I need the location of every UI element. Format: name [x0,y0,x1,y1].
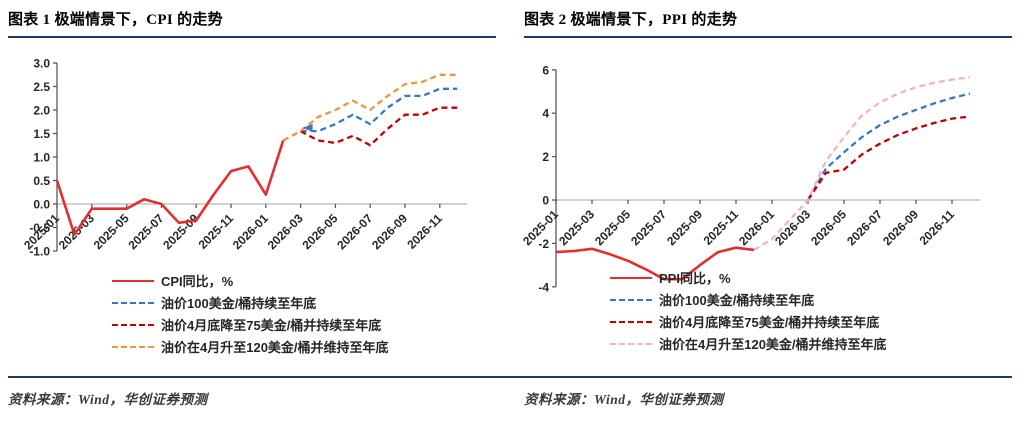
series-line-solid [555,246,755,281]
legend-label: CPI同比，% [161,274,234,289]
legend-line-sample [112,345,154,348]
legend-item: 油价在4月升至120美金/桶并维持至年底 [610,335,887,352]
x-tick-label: 2025-03 [556,207,597,248]
legend-item: 油价在4月升至120美金/桶并维持至年底 [112,338,389,355]
legend-line-sample [610,298,652,301]
y-tick-label: 0 [542,194,549,208]
legend-label: 油价100美金/桶持续至年底 [659,293,815,308]
legend-line-sample [610,320,652,323]
footer-rule [8,376,1012,378]
figure-2-source: 资料来源：Wind，华创证券预测 [524,392,724,407]
series-line-dashed [807,115,971,201]
series-lines [55,73,458,236]
series-line-dashed [300,106,458,147]
legend-line-sample [112,279,154,282]
x-tick-label: 2025-11 [196,211,237,252]
y-tick-label: -4 [538,280,549,294]
y-axis: 6 4 2 0 -2 -4 [538,63,557,294]
cpi-chart-legend: CPI同比，% 油价100美金/桶持续至年底油价4月底降至75美金/桶并持续至年底… [112,272,389,355]
legend-label: 油价100美金/桶持续至年底 [161,296,317,311]
y-tick-label: 3.0 [33,57,50,71]
x-tick-label: 2025-11 [701,207,742,248]
cursor-arrow-icon [302,123,313,132]
x-tick-label: 2026-09 [880,207,921,248]
figure-2-title-rule [524,36,1012,38]
legend-item: 油价100美金/桶持续至年底 [112,294,389,311]
figure-2-title: 图表 2 极端情景下，PPI 的走势 [524,12,738,28]
x-tick-label: 2026-11 [404,211,445,252]
y-tick-label: -2 [538,237,549,251]
y-tick-label: -1.0 [29,245,50,259]
y-tick-label: 2 [542,150,549,164]
legend-label: PPI同比，% [659,271,731,286]
x-tick-label: 2026-01 [736,207,777,248]
series-line-dashed [753,76,971,251]
legend-line-sample [610,342,652,345]
x-tick-label: 2026-05 [808,207,849,248]
x-tick-label: 2025-05 [592,207,633,248]
legend-label: 油价在4月升至120美金/桶并维持至年底 [659,337,887,352]
figure-2-panel: 图表 2 极端情景下，PPI 的走势 6 4 2 0 -2 -4 2025-01 2025-0… [520,6,1012,374]
legend-label: 油价在4月升至120美金/桶并维持至年底 [161,340,389,355]
figure-1-source: 资料来源：Wind，华创证券预测 [8,392,208,407]
legend-item: CPI同比，% [112,272,389,289]
x-tick-label: 2025-09 [664,207,705,248]
ppi-line-chart: 6 4 2 0 -2 -4 2025-012025-032025-052025-072025… [520,63,980,294]
cpi-line-chart: 3.0 2.5 2.0 1.5 1.0 0.5 0.0 -0.5 -1.02025-012025… [21,57,468,259]
x-axis: 2025-012025-032025-052025-072025-092025-… [520,200,957,248]
ppi-chart-area: 6 4 2 0 -2 -4 2025-01 2025-03 2025-05 2025-07 2025… [520,38,1012,374]
x-tick-label: 2025-07 [628,207,669,248]
series-line-dashed [807,92,971,201]
cpi-chart-area: 3.0 2.5 2.0 1.5 1.0 0.5 0.0 -0.5 -1.0 2025-01 2025… [8,38,496,374]
series-line-solid [55,140,285,236]
y-tick-label: -0.5 [29,221,50,235]
y-tick-label: 2.5 [33,80,50,94]
y-tick-label: 2.0 [33,104,50,118]
figure-1-panel: 图表 1 极端情景下，CPI 的走势 3.0 2.5 2.0 1.5 1.0 0.5 0.0… [8,6,496,374]
legend-line-sample [610,276,652,279]
y-tick-label: 1.0 [33,151,50,165]
y-tick-label: 4 [542,107,549,121]
figure-panels: 图表 1 极端情景下，CPI 的走势 3.0 2.5 2.0 1.5 1.0 0.5 0.0… [8,6,1012,374]
y-tick-label: 0.5 [33,174,50,188]
ppi-chart-legend: PPI同比，% 油价100美金/桶持续至年底油价4月底降至75美金/桶并持续至年底… [610,269,887,352]
legend-line-sample [112,323,154,326]
series-lines [555,76,971,281]
x-tick-label: 2025-05 [91,211,132,252]
x-tick-label: 2026-09 [369,211,410,252]
figure-1-title-rule [8,36,496,38]
series-line-dashed [282,73,458,142]
legend-item: PPI同比，% [610,269,887,286]
legend-item: 油价100美金/桶持续至年底 [610,291,887,308]
x-tick-label: 2026-03 [772,207,813,248]
x-tick-label: 2026-07 [334,211,375,252]
x-tick-label: 2025-09 [160,211,201,252]
y-tick-label: 1.5 [33,127,50,141]
legend-label: 油价4月底降至75美金/桶并持续至年底 [659,315,880,330]
legend-item: 油价4月底降至75美金/桶并持续至年底 [610,313,887,330]
legend-line-sample [112,301,154,304]
y-tick-label: 0.0 [33,198,50,212]
x-tick-label: 2026-07 [844,207,885,248]
legend-label: 油价4月底降至75美金/桶并持续至年底 [161,318,382,333]
sources-row: 资料来源：Wind，华创证券预测 资料来源：Wind，华创证券预测 [0,378,1024,408]
x-axis: 2025-012025-032025-052025-072025-092025-… [21,204,445,252]
x-tick-label: 2026-01 [230,211,271,252]
legend-item: 油价4月底降至75美金/桶并持续至年底 [112,316,389,333]
y-tick-label: 6 [542,63,549,77]
x-tick-label: 2026-11 [917,207,958,248]
x-tick-label: 2025-07 [125,211,166,252]
figure-1-title: 图表 1 极端情景下，CPI 的走势 [8,12,223,28]
y-axis: 3.0 2.5 2.0 1.5 1.0 0.5 0.0 -0.5 -1.0 [29,57,58,259]
x-tick-label: 2026-03 [265,211,306,252]
x-tick-label: 2026-05 [299,211,340,252]
